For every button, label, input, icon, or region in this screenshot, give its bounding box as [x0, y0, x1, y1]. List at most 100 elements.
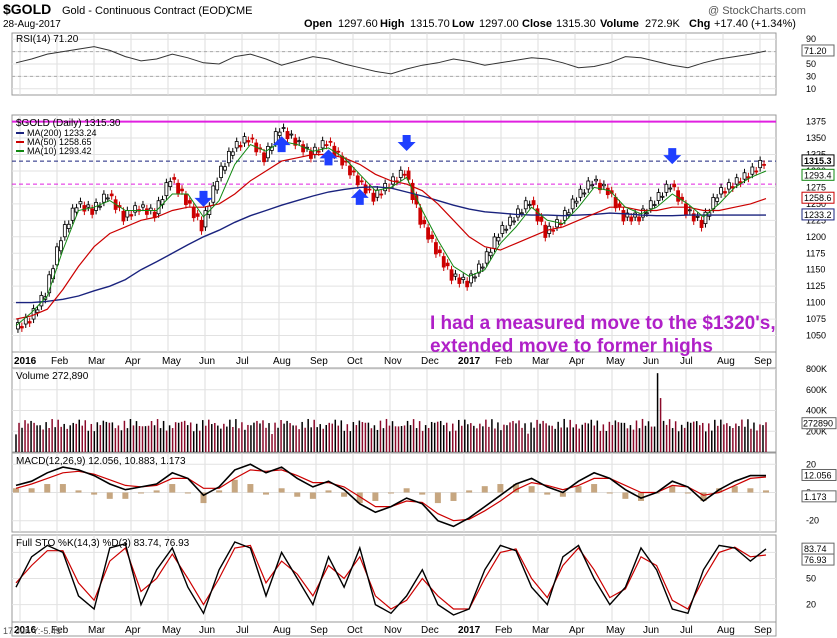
candle-body [715, 197, 720, 202]
sto-value-box [801, 553, 835, 566]
candle-body [226, 150, 231, 164]
month-label-bottom: Jun [643, 625, 659, 636]
month-label: Jul [236, 356, 249, 367]
tick-label-rsi: 10 [806, 84, 816, 94]
candle-body [492, 236, 497, 249]
ma50-line [15, 153, 767, 320]
candle-body [289, 133, 294, 136]
candle-body [109, 193, 114, 197]
candle-body [480, 266, 485, 269]
panels: 2016 2016 Feb Feb Mar Mar Apr Apr May May Jun Jun Ju… [11, 32, 837, 637]
month-label: Mar [532, 356, 550, 367]
candle-body [445, 262, 450, 267]
candle-body [422, 219, 427, 225]
arrow-up-icon [350, 188, 369, 205]
candle-body [406, 170, 411, 180]
month-label: 2017 [458, 356, 481, 367]
candle-body [418, 207, 423, 225]
volume-value-box [801, 417, 837, 430]
open-label: Open [304, 18, 332, 30]
volume-value: 272.9K [645, 18, 681, 30]
macd-histogram-bar [184, 492, 191, 494]
month-label: Aug [273, 356, 291, 367]
month-label: Dec [421, 356, 439, 367]
price-title: $GOLD (Daily) 1315.30 [16, 118, 121, 129]
tick-label-price: 1200 [806, 232, 826, 242]
macd-histogram-bar [325, 490, 332, 493]
month-label-bottom: Aug [273, 625, 291, 636]
macd-histogram-bar [638, 492, 644, 501]
candle-body [711, 197, 716, 210]
volume-title: Volume 272,890 [16, 371, 89, 382]
month-label-bottom: Sep [754, 625, 772, 636]
candle-body [293, 137, 298, 146]
month-label-bottom: Dec [421, 625, 439, 636]
candle-body [82, 205, 87, 212]
macd-histogram-bar [513, 484, 519, 493]
price-value-box [801, 168, 835, 181]
candle-body [484, 251, 489, 264]
macd-histogram-bar [481, 486, 488, 493]
candle-body [488, 251, 493, 257]
candle-body [242, 136, 247, 144]
candle-body [652, 204, 657, 206]
annotation-line-1: I had a measured move to the $1320's, [430, 313, 776, 334]
tick-label-price: 1250 [806, 199, 826, 209]
candle-body [750, 166, 755, 175]
candle-body [277, 131, 282, 136]
month-band-top [11, 351, 777, 369]
candle-body [637, 216, 641, 222]
candle-body [301, 144, 306, 153]
candle-body [176, 182, 181, 194]
candle-body [476, 263, 481, 274]
low-label: Low [452, 18, 474, 30]
tick-label-price: 1175 [806, 248, 825, 258]
candle-body [144, 208, 149, 215]
month-label: 2016 [14, 356, 37, 367]
macd-histogram-bar [669, 486, 676, 493]
macd-histogram-bar [263, 492, 269, 495]
tick-label-vol: 200K [806, 426, 827, 436]
macd-histogram-bar [200, 492, 207, 504]
macd-histogram-bar [606, 492, 613, 494]
macd-histogram-bar [216, 490, 223, 493]
candle-body [172, 177, 177, 180]
macd-histogram-bar [591, 484, 598, 493]
candle-body [605, 187, 610, 196]
candle-body [324, 144, 329, 147]
macd-histogram-bar [91, 492, 98, 495]
candle-body [699, 219, 704, 228]
candle-body [434, 242, 438, 255]
month-label: Feb [495, 356, 513, 367]
candle-body [629, 216, 634, 222]
candle-body [691, 213, 696, 222]
macd-histogram-bar [122, 492, 129, 499]
candle-body [78, 201, 83, 205]
macd-histogram-bar [747, 488, 754, 493]
month-label: Apr [569, 356, 585, 367]
month-label-bottom: Oct [347, 625, 363, 636]
candle-body [719, 187, 723, 195]
candle-body [726, 182, 731, 190]
chg-label: Chg [689, 18, 710, 30]
tick-label-rsi: 50 [806, 59, 816, 69]
candle-body [453, 273, 458, 277]
tick-label-vol: 600K [806, 385, 827, 395]
macd-histogram-bar [247, 484, 254, 493]
candle-body [676, 190, 681, 202]
macd-histogram-bar [59, 484, 66, 493]
candle-body [437, 249, 442, 253]
candle-body [262, 152, 266, 163]
candle-body [281, 127, 286, 129]
candle-body [133, 205, 138, 213]
sto-value-label: 76.93 [804, 555, 827, 565]
legend-label: MA(10) 1293.42 [27, 146, 92, 156]
macd-histogram-bar [372, 492, 379, 501]
candle-body [402, 173, 407, 176]
tick-label-rsi: 90 [806, 34, 816, 44]
arrow-up-icon [272, 136, 291, 153]
month-label-bottom: Aug [717, 625, 735, 636]
candle-body [367, 188, 372, 191]
month-label-bottom: Jul [680, 625, 693, 636]
candle-body [129, 214, 134, 217]
